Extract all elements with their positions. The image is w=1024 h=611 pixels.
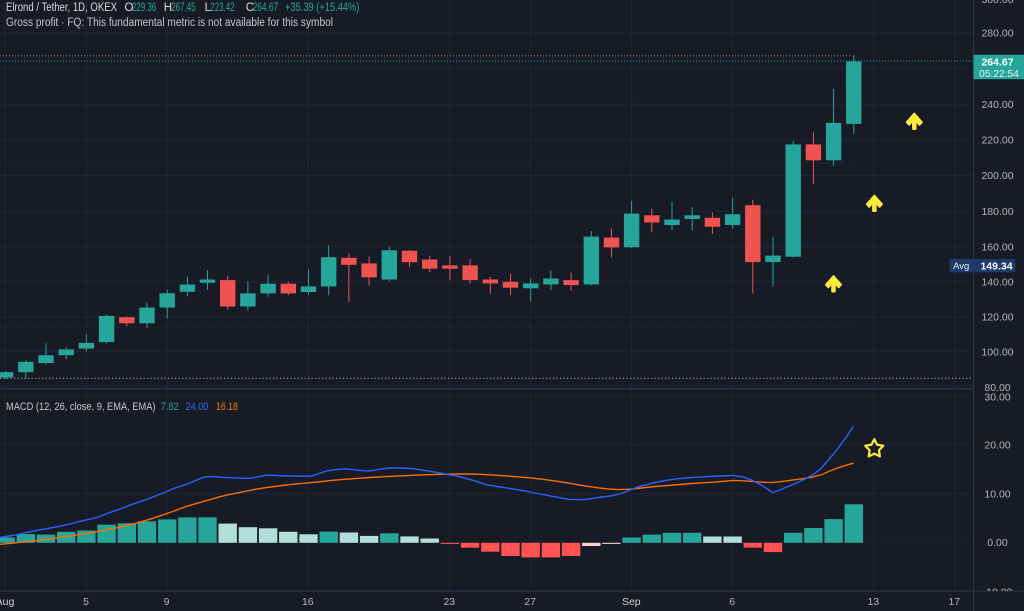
svg-text:23: 23 — [443, 596, 455, 608]
svg-text:Aug: Aug — [0, 596, 14, 608]
svg-text:05:22:54: 05:22:54 — [979, 69, 1019, 80]
svg-text:17: 17 — [948, 596, 960, 608]
svg-text:Avg: Avg — [953, 261, 969, 272]
svg-text:180.00: 180.00 — [981, 206, 1013, 218]
svg-text:9: 9 — [164, 596, 170, 608]
svg-text:Gross profit · FQ: This fundam: Gross profit · FQ: This fundamental metr… — [6, 17, 333, 29]
svg-text:MACD (12, 26, close, 9, EMA, E: MACD (12, 26, close, 9, EMA, EMA) 7.82 24.… — [6, 401, 238, 413]
svg-text:120.00: 120.00 — [981, 312, 1013, 324]
svg-text:240.00: 240.00 — [981, 99, 1013, 111]
svg-text:220.00: 220.00 — [981, 135, 1013, 147]
svg-text:10.00: 10.00 — [984, 488, 1010, 500]
svg-text:280.00: 280.00 — [981, 28, 1013, 40]
svg-text:264.67: 264.67 — [981, 57, 1013, 69]
svg-text:6: 6 — [729, 596, 735, 608]
svg-text:149.34: 149.34 — [980, 260, 1012, 272]
svg-text:300.00: 300.00 — [981, 0, 1013, 6]
svg-text:5: 5 — [83, 596, 89, 608]
svg-text:160.00: 160.00 — [981, 241, 1013, 253]
svg-text:13: 13 — [867, 596, 879, 608]
svg-text:16: 16 — [302, 596, 314, 608]
svg-text:20.00: 20.00 — [984, 439, 1010, 451]
svg-text:0.00: 0.00 — [987, 537, 1008, 549]
svg-text:100.00: 100.00 — [981, 346, 1013, 358]
svg-text:Sep: Sep — [622, 596, 641, 608]
svg-text:200.00: 200.00 — [981, 170, 1013, 182]
svg-text:27: 27 — [524, 596, 536, 608]
svg-text:-10.00: -10.00 — [983, 586, 1013, 598]
svg-text:140.00: 140.00 — [981, 276, 1013, 288]
svg-text:30.00: 30.00 — [984, 391, 1010, 403]
svg-text:80.00: 80.00 — [984, 382, 1010, 394]
